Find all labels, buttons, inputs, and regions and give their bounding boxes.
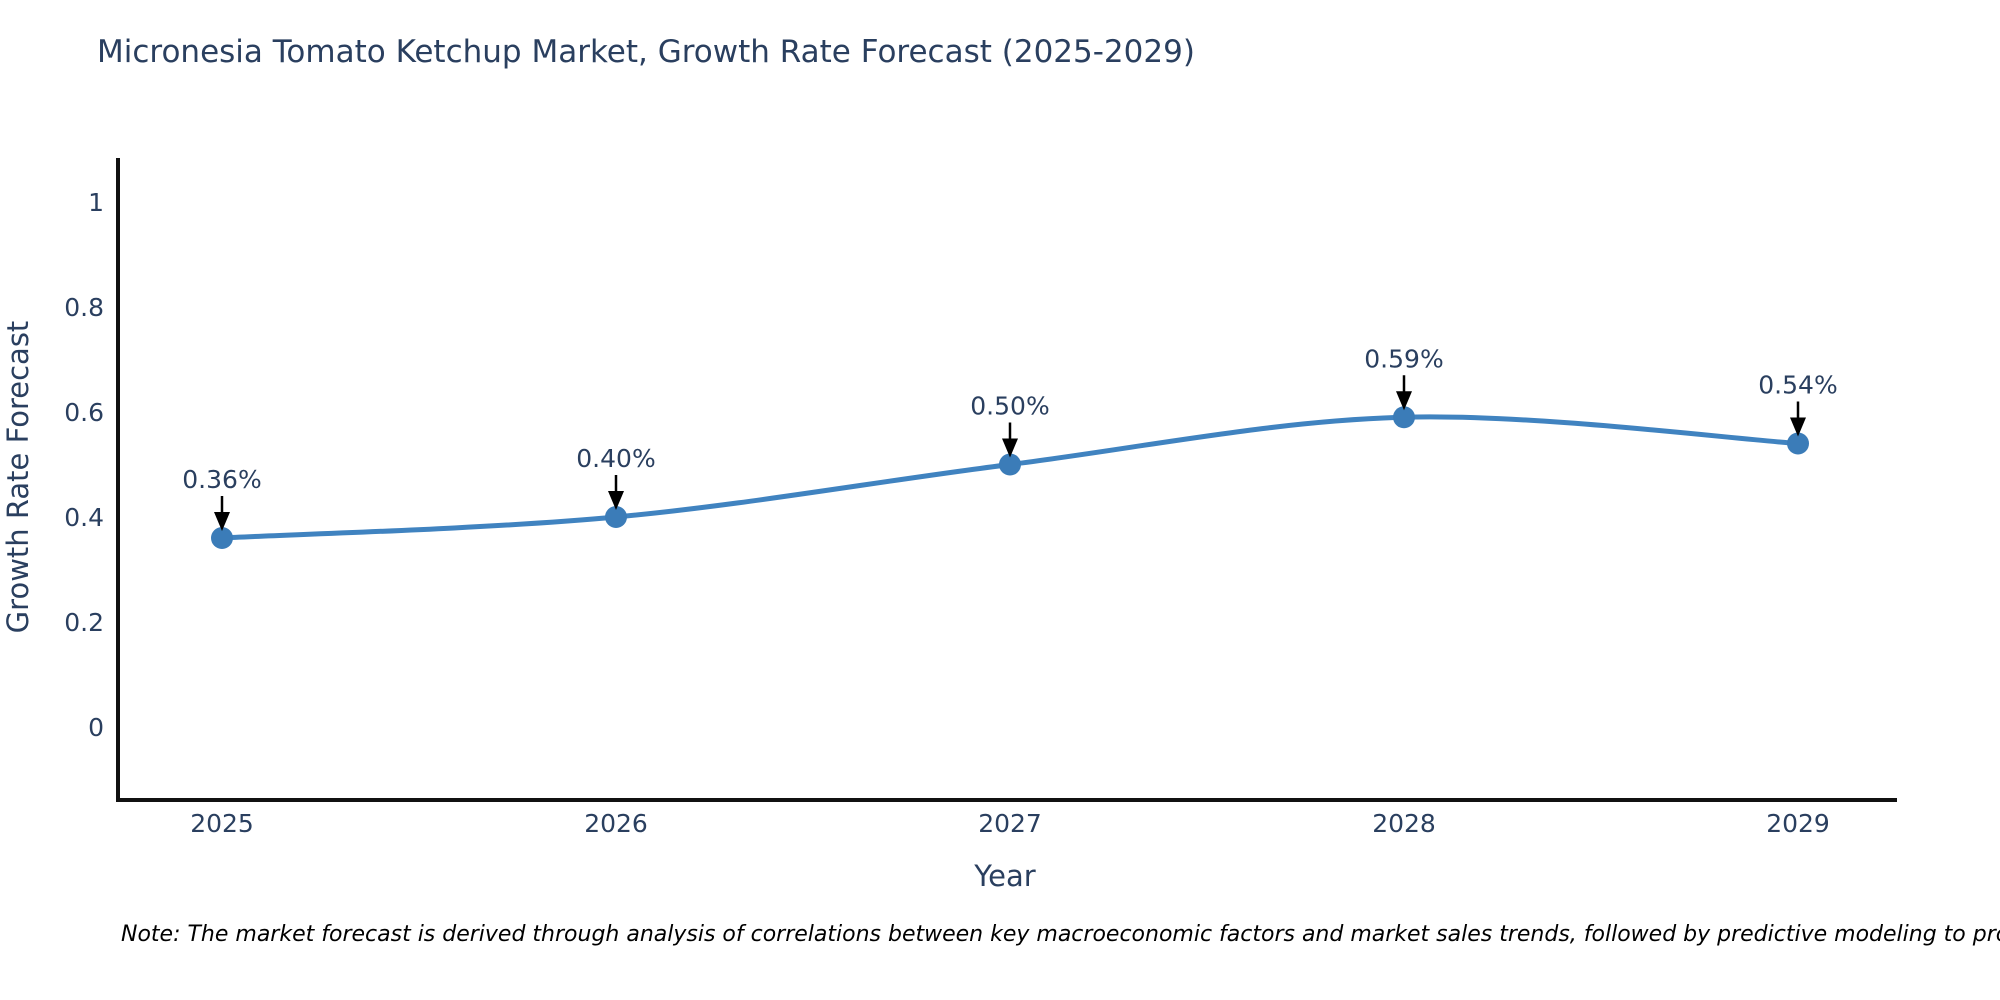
data-point-markers (211, 406, 1809, 549)
x-tick-label: 2025 (190, 809, 254, 838)
y-axis-tick-labels: 1 0.8 0.6 0.4 0.2 0 (64, 188, 104, 742)
data-point[interactable] (999, 453, 1021, 476)
y-tick-label: 1 (88, 188, 104, 217)
y-tick-label: 0 (88, 713, 104, 742)
point-value-label: 0.36% (182, 465, 261, 494)
y-tick-label: 0.4 (64, 503, 104, 532)
data-point[interactable] (605, 506, 627, 528)
y-tick-label: 0.6 (64, 398, 104, 427)
annotation-arrowhead (1002, 438, 1018, 458)
y-tick-label: 0.2 (64, 608, 104, 637)
data-point[interactable] (211, 527, 233, 549)
x-axis-tick-labels: 2025 2026 2027 2028 2029 (190, 809, 1830, 838)
point-value-label: 0.40% (576, 444, 655, 473)
annotation-arrowhead (608, 491, 624, 510)
point-value-label: 0.54% (1758, 371, 1837, 400)
data-point[interactable] (1393, 406, 1415, 429)
x-tick-label: 2028 (1372, 809, 1436, 838)
x-tick-label: 2027 (978, 809, 1042, 838)
x-tick-label: 2029 (1766, 809, 1830, 838)
y-axis-title: Growth Rate Forecast (1, 321, 35, 634)
point-value-label: 0.50% (970, 392, 1049, 421)
point-value-label: 0.59% (1364, 344, 1443, 373)
point-annotations: 0.36% 0.40% 0.50% 0.59% 0.54% (182, 344, 1838, 531)
chart-title: Micronesia Tomato Ketchup Market, Growth… (97, 34, 1195, 70)
y-tick-label: 0.8 (64, 293, 104, 322)
x-axis-title: Year (973, 859, 1035, 893)
axis-lines (116, 158, 1897, 802)
data-point[interactable] (1787, 432, 1809, 455)
footnote-text: Note: The market forecast is derived thr… (121, 922, 2000, 947)
annotation-arrowhead (1396, 391, 1412, 411)
annotation-arrowhead (214, 512, 230, 531)
annotation-arrowhead (1790, 417, 1806, 437)
x-tick-label: 2026 (584, 809, 648, 838)
